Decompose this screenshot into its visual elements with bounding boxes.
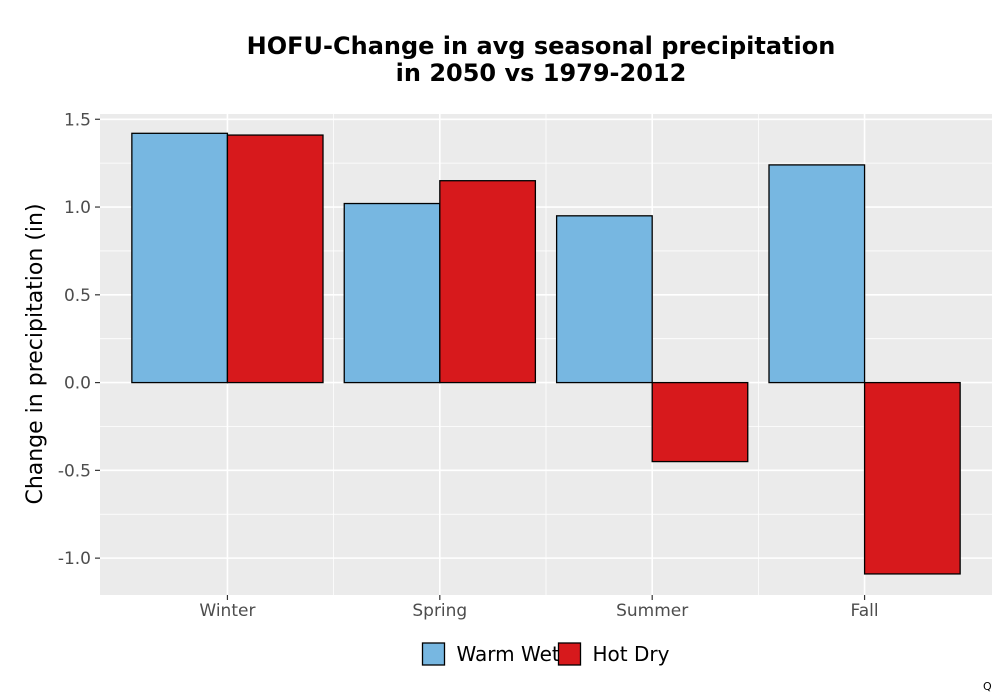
y-tick-label-2: 0.0 — [64, 374, 91, 394]
y-tick-label-4: 1.0 — [64, 198, 91, 218]
bar-warm-wet-fall — [768, 164, 866, 384]
x-tick-label-winter: Winter — [199, 601, 255, 621]
x-tick-label-spring: Spring — [412, 601, 467, 621]
bar-hot-dry-winter — [226, 134, 324, 384]
chart-title-line-1: HOFU-Change in avg seasonal precipitatio… — [247, 32, 836, 60]
bar-warm-wet-spring — [343, 202, 441, 384]
y-axis: -1.0 -0.5 0.0 0.5 1.0 1.5 — [58, 110, 100, 569]
legend-swatch-warm-wet — [421, 642, 446, 666]
bar-hot-dry-fall — [863, 381, 961, 575]
legend-label-warm-wet: Warm Wet — [457, 642, 560, 666]
y-axis-label: Change in precipitation (in) — [23, 203, 48, 504]
bar-hot-dry-spring — [439, 180, 537, 384]
x-tick-label-fall: Fall — [851, 601, 879, 621]
x-axis: Winter Spring Summer Fall — [199, 595, 879, 621]
corner-mark: Q — [983, 680, 992, 693]
y-tick-label-0: -1.0 — [58, 549, 91, 569]
bar-warm-wet-summer — [555, 215, 653, 384]
bars — [131, 132, 961, 575]
y-tick-label-1: -0.5 — [58, 461, 91, 481]
x-tick-label-summer: Summer — [616, 601, 688, 621]
bar-warm-wet-winter — [131, 132, 229, 384]
legend-label-hot-dry: Hot Dry — [593, 642, 670, 666]
legend-swatch-hot-dry — [557, 642, 582, 666]
chart-title-line-2: in 2050 vs 1979-2012 — [396, 59, 687, 87]
y-tick-label-3: 0.5 — [64, 286, 91, 306]
legend: Warm Wet Hot Dry — [421, 642, 670, 666]
y-tick-label-5: 1.5 — [64, 110, 91, 130]
bar-hot-dry-summer — [651, 381, 749, 463]
